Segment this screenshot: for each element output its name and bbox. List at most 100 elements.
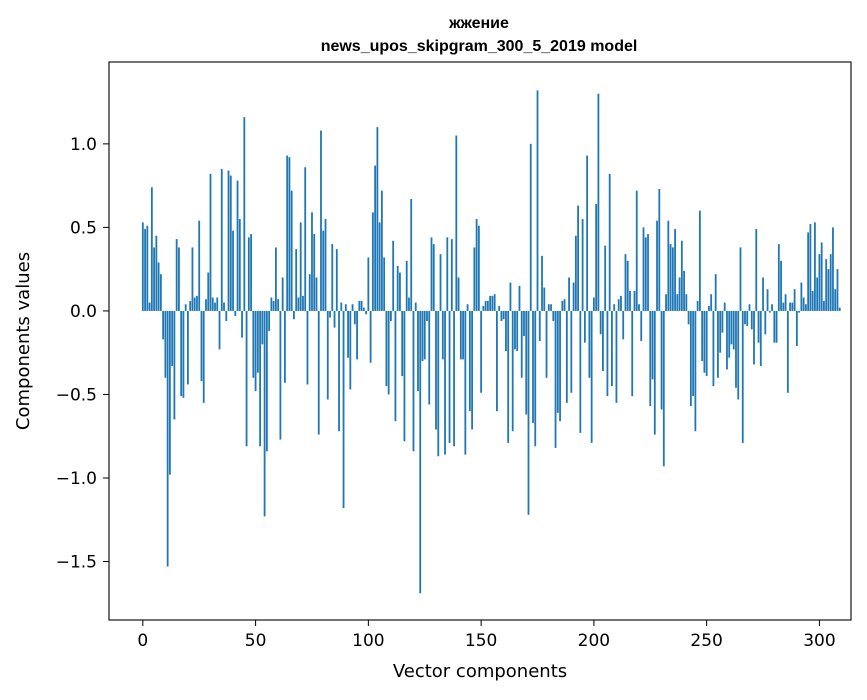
bar-51 [256, 310, 259, 373]
bar-272 [755, 229, 758, 311]
bar-146 [471, 310, 473, 430]
bar-289 [793, 289, 796, 311]
bar-295 [807, 232, 810, 311]
bars-layer [141, 90, 841, 594]
bar-49 [252, 310, 255, 378]
bar-54 [263, 310, 266, 517]
bar-18 [182, 310, 185, 398]
bar-309 [838, 307, 841, 311]
bar-79 [320, 130, 322, 311]
bar-249 [703, 310, 706, 373]
bar-136 [448, 310, 451, 443]
bar-64 [286, 155, 289, 311]
bar-44 [241, 310, 243, 338]
bar-174 [534, 310, 537, 447]
bar-250 [705, 310, 708, 377]
x-tick-label-0: 0 [137, 631, 148, 651]
bar-195 [581, 219, 584, 311]
bar-48 [250, 234, 252, 311]
bar-118 [408, 297, 410, 311]
bar-167 [518, 285, 521, 311]
bar-286 [786, 310, 789, 393]
bar-115 [401, 310, 404, 377]
bar-113 [396, 265, 399, 311]
bar-269 [748, 304, 751, 311]
bar-198 [588, 310, 591, 378]
bar-254 [714, 274, 717, 311]
bar-303 [825, 259, 828, 311]
bar-228 [656, 220, 658, 311]
bar-279 [771, 304, 773, 311]
bar-101 [369, 310, 372, 363]
bar-253 [712, 310, 715, 387]
bar-275 [762, 277, 764, 311]
bar-232 [665, 294, 667, 311]
bar-43 [238, 219, 241, 311]
bar-125 [423, 310, 426, 360]
bar-301 [820, 242, 823, 311]
bar-139 [455, 135, 458, 311]
bar-28 [205, 299, 207, 311]
bar-155 [491, 295, 494, 311]
bar-192 [574, 235, 577, 311]
bar-0 [141, 222, 144, 311]
y-tick-label-3: 0.0 [70, 302, 97, 322]
x-tick-label-3: 150 [465, 631, 497, 651]
bar-130 [435, 310, 437, 430]
bar-61 [279, 310, 282, 440]
bar-186 [561, 300, 564, 311]
bar-265 [739, 247, 742, 311]
bar-53 [261, 310, 264, 345]
bar-153 [486, 300, 489, 311]
bar-112 [394, 310, 397, 422]
bar-34 [218, 310, 221, 350]
bar-94 [353, 310, 356, 325]
bar-123 [419, 310, 422, 594]
chart-title-line1: жжение [448, 15, 509, 32]
bar-85 [333, 310, 336, 328]
bar-25 [198, 220, 201, 311]
bar-238 [678, 277, 681, 311]
bar-297 [811, 290, 814, 311]
bar-108 [385, 310, 388, 387]
bar-46 [245, 310, 248, 447]
bar-302 [823, 300, 825, 311]
bar-80 [322, 230, 325, 311]
bar-147 [473, 247, 476, 311]
bar-26 [200, 310, 203, 382]
bar-184 [556, 310, 559, 413]
bar-261 [730, 310, 733, 345]
bar-122 [417, 310, 419, 392]
bar-209 [613, 304, 616, 311]
bar-296 [809, 224, 812, 311]
bar-142 [462, 310, 464, 360]
bar-57 [270, 297, 273, 311]
bar-33 [216, 297, 219, 311]
bar-162 [507, 310, 510, 443]
bar-30 [209, 173, 212, 311]
bar-226 [651, 310, 654, 380]
bar-35 [220, 168, 223, 311]
bar-76 [313, 234, 316, 311]
x-tick-label-2: 100 [352, 631, 384, 651]
bar-277 [766, 289, 769, 311]
bar-137 [450, 239, 453, 311]
bar-292 [800, 282, 803, 311]
bar-143 [464, 310, 467, 455]
bar-225 [649, 310, 652, 407]
bar-224 [647, 234, 649, 311]
bar-182 [552, 310, 555, 321]
bar-291 [798, 310, 801, 313]
bar-294 [804, 304, 807, 311]
bar-255 [717, 310, 719, 378]
bar-110 [390, 310, 392, 321]
bar-32 [214, 302, 216, 311]
bar-172 [529, 143, 532, 311]
bar-7 [157, 262, 160, 311]
bar-149 [477, 225, 480, 311]
bar-132 [439, 254, 442, 311]
bar-62 [281, 277, 284, 311]
bar-245 [694, 310, 697, 432]
bar-71 [302, 295, 304, 311]
